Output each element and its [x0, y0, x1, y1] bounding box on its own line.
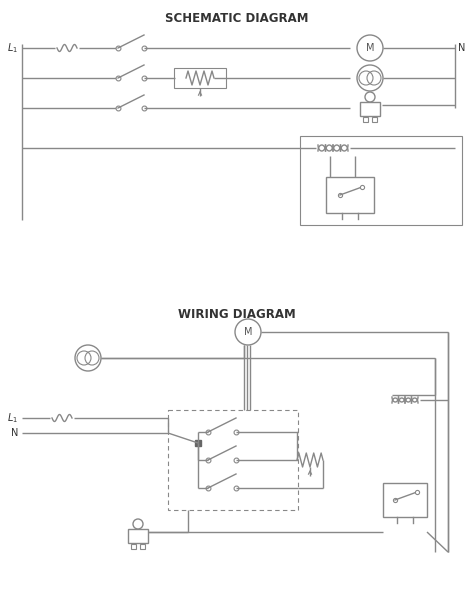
Text: SCHEMATIC DIAGRAM: SCHEMATIC DIAGRAM	[165, 12, 309, 25]
Bar	[383, 483, 427, 517]
Bar	[360, 102, 380, 116]
Bar	[168, 410, 298, 510]
Text: M: M	[366, 43, 374, 53]
Bar	[363, 117, 368, 122]
Text: $L_1$: $L_1$	[7, 411, 18, 425]
Text: N: N	[458, 43, 465, 53]
Text: WIRING DIAGRAM: WIRING DIAGRAM	[178, 308, 296, 321]
Bar	[128, 529, 148, 543]
Text: $L_1$: $L_1$	[7, 41, 18, 55]
Text: N: N	[10, 428, 18, 438]
Bar	[326, 177, 374, 213]
Bar	[131, 544, 136, 549]
Bar	[300, 136, 462, 225]
Bar	[140, 544, 145, 549]
Bar	[174, 68, 226, 88]
Bar	[372, 117, 377, 122]
Text: M: M	[244, 327, 252, 337]
